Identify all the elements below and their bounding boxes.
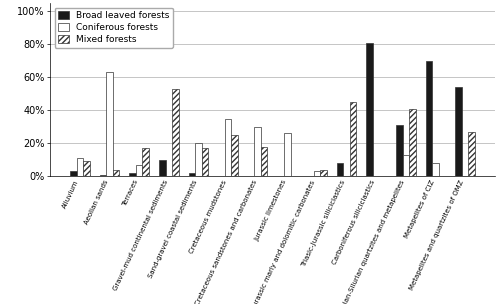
Legend: Broad leaved forests, Coniferous forests, Mixed forests: Broad leaved forests, Coniferous forests… xyxy=(54,8,173,48)
Bar xyxy=(106,72,113,176)
Bar xyxy=(320,170,326,176)
Bar xyxy=(337,163,344,176)
Bar xyxy=(159,160,166,176)
Bar xyxy=(426,61,432,176)
Bar xyxy=(225,119,232,176)
Bar xyxy=(254,127,261,176)
Bar xyxy=(366,43,373,176)
Bar xyxy=(284,133,290,176)
Bar xyxy=(76,158,84,176)
Bar xyxy=(432,163,438,176)
Bar xyxy=(314,171,320,176)
Bar xyxy=(195,143,202,176)
Bar xyxy=(350,102,356,176)
Bar xyxy=(172,89,178,176)
Bar xyxy=(396,125,402,176)
Bar xyxy=(468,132,475,176)
Bar xyxy=(402,155,409,176)
Bar xyxy=(261,147,268,176)
Bar xyxy=(70,171,76,176)
Bar xyxy=(100,175,106,176)
Bar xyxy=(455,87,462,176)
Bar xyxy=(202,148,208,176)
Bar xyxy=(232,135,238,176)
Bar xyxy=(113,170,119,176)
Bar xyxy=(130,173,136,176)
Bar xyxy=(136,165,142,176)
Bar xyxy=(142,148,149,176)
Bar xyxy=(188,173,195,176)
Bar xyxy=(84,161,90,176)
Bar xyxy=(409,109,416,176)
